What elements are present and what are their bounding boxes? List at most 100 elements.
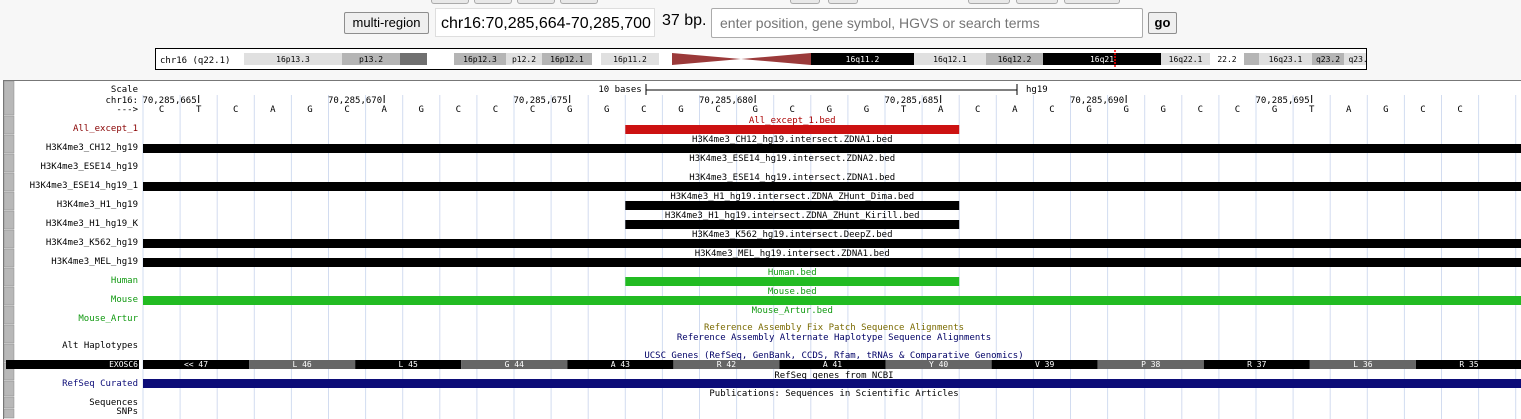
track-label[interactable]: H3K4me3_K562_hg19	[46, 238, 138, 248]
track-feature-bar[interactable]	[143, 182, 1521, 191]
exon-codon-segment[interactable]	[885, 360, 992, 369]
nav-button-stub[interactable]	[790, 0, 820, 4]
exon-codon-segment[interactable]	[1309, 360, 1416, 369]
exon-codon-segment[interactable]	[1415, 360, 1521, 369]
zoom-button-stub[interactable]	[968, 0, 1010, 4]
sequence-base: C	[493, 105, 498, 115]
exon-codon-segment[interactable]	[249, 360, 356, 369]
scale-text-bg	[599, 84, 645, 95]
base-pair-count: 37 bp.	[662, 12, 707, 29]
nav-button-stub[interactable]	[431, 0, 469, 4]
track-feature-bar[interactable]	[143, 239, 1521, 248]
sequence-base: C	[530, 105, 535, 115]
track-label[interactable]: H3K4me3_ESE14_hg19	[40, 162, 138, 172]
sequence-base: G	[1161, 105, 1166, 115]
track-side-button[interactable]	[4, 172, 15, 192]
assembly-label: hg19	[1026, 85, 1048, 95]
track-side-button[interactable]	[4, 343, 15, 363]
exon-codon-segment[interactable]	[461, 360, 568, 369]
track-feature-bar[interactable]	[625, 125, 960, 134]
track-feature-bar[interactable]	[143, 258, 1521, 267]
sequence-base: C	[1235, 105, 1240, 115]
track-label[interactable]: H3K4me3_MEL_hg19	[51, 257, 138, 267]
zoom-button-stub[interactable]	[1016, 0, 1058, 4]
track-side-button[interactable]	[4, 267, 15, 287]
sequences-label: Sequences	[89, 398, 138, 408]
track-label[interactable]: Mouse	[111, 295, 138, 305]
track-side-button[interactable]	[4, 210, 15, 230]
scale-text: 10 bases	[598, 85, 641, 95]
track-label[interactable]: H3K4me3_H1_hg19	[57, 200, 138, 210]
track-side-button[interactable]	[4, 396, 15, 409]
go-button[interactable]: go	[1148, 12, 1177, 34]
track-side-button[interactable]	[4, 305, 15, 325]
ideogram-band-label: p13.2	[359, 55, 383, 64]
track-side-button[interactable]	[4, 286, 15, 306]
track-center-label: H3K4me3_CH12_hg19.intersect.ZDNA1.bed	[692, 135, 892, 145]
refseq-curated-label[interactable]: RefSeq Curated	[62, 379, 138, 389]
track-label[interactable]: Mouse_Artur	[78, 314, 138, 324]
track-side-button[interactable]	[4, 229, 15, 249]
track-feature-bar[interactable]	[625, 277, 960, 286]
nav-button-stub[interactable]	[560, 0, 598, 4]
exon-codon-segment[interactable]	[1203, 360, 1310, 369]
ruler-tick-label: 70,285,685	[884, 96, 938, 106]
track-browser-image[interactable]: Scale chr16: ---> 10 bases hg19 70,285,6…	[3, 80, 1521, 419]
codon-label: Y 40	[929, 360, 948, 369]
track-feature-bar[interactable]	[143, 144, 1521, 153]
nav-button-stub[interactable]	[517, 0, 555, 4]
track-side-button[interactable]	[4, 324, 15, 344]
track-label[interactable]: Human	[111, 276, 138, 286]
sequence-base: G	[1086, 105, 1091, 115]
ideogram-svg: chr16 (q22.1) 16p13.3 p13.2 16p12.3 p12.2 16…	[160, 50, 1366, 68]
exon-codon-segment[interactable]	[991, 360, 1098, 369]
search-input[interactable]	[711, 8, 1143, 38]
codon-label: A 43	[611, 360, 630, 369]
exon-codon-segment[interactable]	[673, 360, 780, 369]
refseq-gene-bar[interactable]	[143, 379, 1521, 388]
ideogram-band	[601, 53, 659, 65]
track-side-button[interactable]	[4, 153, 15, 173]
exon-codon-segment[interactable]	[355, 360, 462, 369]
ideogram-band-label: q23.3	[1348, 55, 1366, 64]
track-label[interactable]: H3K4me3_H1_hg19_K	[46, 219, 139, 229]
exon-codon-segment[interactable]	[567, 360, 674, 369]
track-feature-bar[interactable]	[625, 201, 960, 210]
track-label[interactable]: All_except_1	[73, 124, 138, 134]
ideogram-band	[427, 53, 454, 65]
track-side-button[interactable]	[4, 408, 15, 419]
codon-label: R 42	[717, 360, 736, 369]
exon-codon-segment[interactable]	[143, 360, 250, 369]
track-center-label: H3K4me3_K562_hg19.intersect.DeepZ.bed	[692, 230, 892, 240]
track-side-button[interactable]	[4, 81, 15, 116]
multi-region-button[interactable]: multi-region	[344, 12, 429, 34]
codon-label: A 41	[823, 360, 842, 369]
exosc6-label[interactable]: EXOSC6	[109, 360, 138, 369]
track-side-button[interactable]	[4, 380, 15, 397]
track-feature-bar[interactable]	[625, 220, 960, 229]
track-side-button[interactable]	[4, 248, 15, 268]
zoom-button-stub[interactable]	[1064, 0, 1120, 4]
nav-button-stub[interactable]	[474, 0, 512, 4]
exon-codon-segment[interactable]	[1097, 360, 1204, 369]
ideogram-band	[1161, 53, 1210, 65]
sequence-base: A	[381, 105, 387, 115]
chromosome-ideogram[interactable]: chr16 (q22.1) 16p13.3 p13.2 16p12.3 p12.2 16…	[155, 48, 1367, 70]
track-center-label: Mouse.bed	[768, 287, 817, 297]
track-side-button[interactable]	[4, 191, 15, 211]
track-side-button[interactable]	[4, 115, 15, 135]
ideogram-band-label: 16p13.3	[276, 55, 310, 64]
exon-codon-segment[interactable]	[779, 360, 886, 369]
nav-button-stub[interactable]	[828, 0, 858, 4]
track-side-button[interactable]	[4, 134, 15, 154]
sequence-base: A	[1346, 105, 1352, 115]
sequence-base: C	[1049, 105, 1054, 115]
track-label[interactable]: H3K4me3_ESE14_hg19_1	[30, 181, 138, 191]
sequence-base: G	[752, 105, 757, 115]
codon-label: L 46	[292, 360, 311, 369]
alt-haplotype-label: Alt Haplotypes	[62, 341, 138, 351]
codon-label: P 38	[1141, 360, 1160, 369]
track-feature-bar[interactable]	[143, 296, 1521, 305]
ideogram-band-label: 22.2	[1217, 55, 1236, 64]
track-label[interactable]: H3K4me3_CH12_hg19	[46, 143, 138, 153]
